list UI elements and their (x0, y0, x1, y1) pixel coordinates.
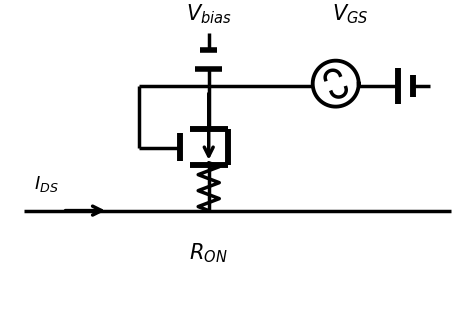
Text: $R_{ON}$: $R_{ON}$ (190, 242, 228, 265)
Text: $V_{bias}$: $V_{bias}$ (186, 3, 232, 26)
Text: $I_{DS}$: $I_{DS}$ (34, 174, 58, 194)
Text: $V_{GS}$: $V_{GS}$ (332, 3, 368, 26)
